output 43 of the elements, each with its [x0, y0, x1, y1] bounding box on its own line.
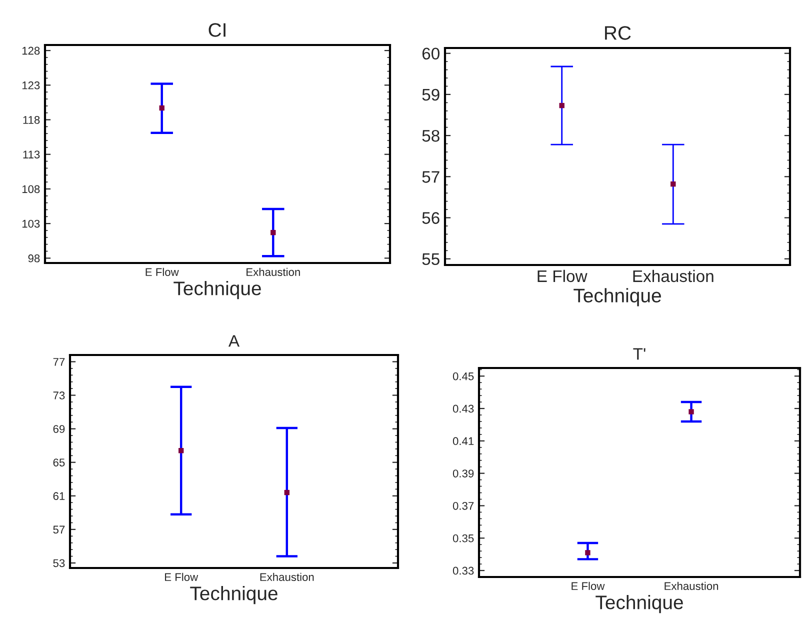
- y-tick-label: 0.45: [452, 372, 474, 380]
- x-axis-title: Technique: [174, 280, 261, 300]
- x-tick-label: E Flow: [572, 582, 605, 590]
- y-tick-label: 0.37: [452, 502, 474, 510]
- y-tick-label: 73: [53, 392, 65, 400]
- y-tick-label: 0.41: [452, 437, 474, 446]
- y-tick-label: 60: [422, 48, 440, 60]
- y-tick-label: 55: [422, 253, 440, 266]
- y-tick-label: 57: [53, 526, 65, 534]
- x-tick-label: E Flow: [165, 572, 198, 582]
- x-tick-label: Exhaustion: [260, 572, 314, 582]
- x-tick-label: Exhaustion: [633, 270, 714, 282]
- x-tick-label: E Flow: [538, 270, 588, 282]
- y-tick-label: 56: [422, 212, 440, 224]
- y-tick-label: 0.35: [452, 534, 474, 542]
- y-tick-label: 57: [422, 171, 440, 183]
- chart-title: A: [228, 335, 240, 347]
- y-tick-label: 77: [53, 358, 65, 366]
- y-tick-label: 113: [23, 150, 40, 158]
- x-tick-label: Exhaustion: [664, 582, 718, 590]
- y-tick-label: 59: [422, 88, 440, 101]
- x-axis-title: Technique: [596, 594, 683, 614]
- chart-title: RC: [605, 26, 631, 40]
- y-tick-label: 128: [22, 46, 40, 55]
- y-tick-label: 0.39: [452, 470, 474, 478]
- y-tick-label: 61: [53, 492, 65, 500]
- chart-title: CI: [208, 23, 226, 37]
- y-tick-label: 118: [23, 116, 40, 124]
- x-tick-label: Exhaustion: [246, 268, 300, 276]
- y-tick-label: 53: [53, 559, 65, 568]
- y-tick-label: 65: [53, 458, 65, 466]
- y-tick-label: 0.33: [452, 566, 474, 575]
- x-tick-label: E Flow: [146, 268, 179, 276]
- x-axis-title: Technique: [574, 288, 661, 306]
- y-tick-label: 103: [22, 220, 40, 228]
- y-tick-label: 108: [22, 185, 40, 194]
- y-tick-label: 98: [28, 254, 40, 262]
- x-axis-title: Technique: [190, 586, 278, 604]
- y-tick-label: 58: [422, 130, 440, 142]
- y-tick-label: 0.43: [452, 404, 474, 413]
- y-tick-label: 123: [22, 81, 40, 90]
- y-tick-label: 69: [53, 425, 65, 433]
- chart-title: T': [633, 348, 646, 360]
